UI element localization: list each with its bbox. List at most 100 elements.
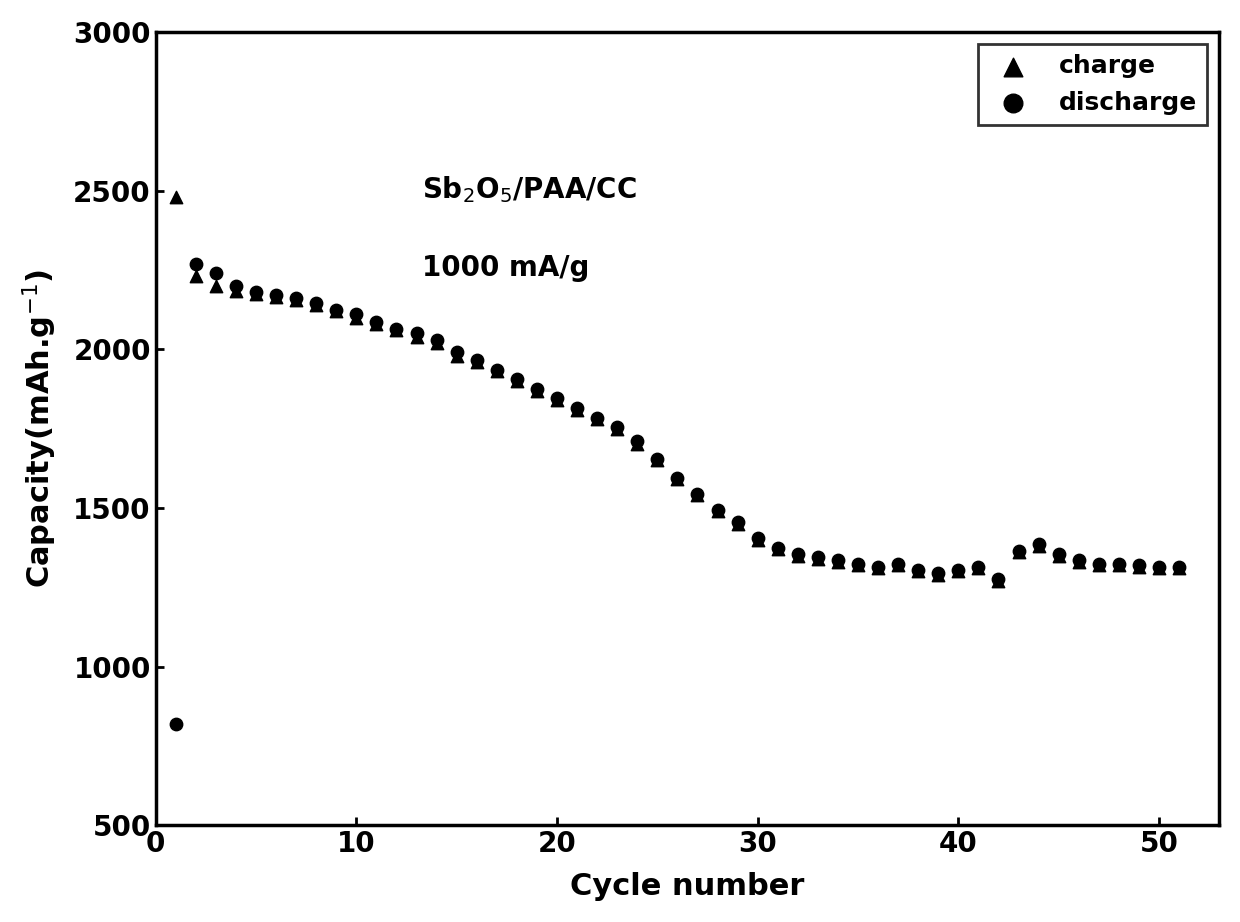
charge xyxy=(407,329,427,344)
charge xyxy=(367,316,387,331)
discharge xyxy=(186,256,206,271)
discharge xyxy=(1089,556,1109,571)
charge xyxy=(1109,558,1128,573)
discharge xyxy=(507,372,527,387)
charge xyxy=(968,561,988,575)
discharge xyxy=(286,291,306,306)
discharge xyxy=(1008,543,1028,558)
charge xyxy=(567,402,587,417)
charge xyxy=(1169,561,1189,575)
discharge xyxy=(166,716,186,731)
discharge xyxy=(1109,556,1128,571)
charge xyxy=(427,336,446,350)
charge xyxy=(828,554,848,569)
charge xyxy=(949,564,968,579)
discharge xyxy=(908,562,928,577)
charge xyxy=(848,558,868,573)
discharge xyxy=(367,315,387,330)
charge xyxy=(1149,561,1169,575)
charge xyxy=(768,542,787,557)
discharge xyxy=(988,572,1008,586)
discharge xyxy=(547,391,567,406)
charge xyxy=(1128,560,1148,574)
charge xyxy=(246,287,265,301)
discharge xyxy=(446,345,466,360)
charge xyxy=(588,412,608,427)
discharge xyxy=(1128,558,1148,573)
discharge xyxy=(647,452,667,467)
discharge xyxy=(608,420,627,434)
charge xyxy=(1008,545,1028,560)
charge xyxy=(627,437,647,452)
charge xyxy=(226,283,246,298)
charge xyxy=(1089,558,1109,573)
Legend: charge, discharge: charge, discharge xyxy=(978,44,1207,124)
charge xyxy=(748,532,768,547)
discharge xyxy=(246,285,265,300)
discharge xyxy=(627,434,647,449)
discharge xyxy=(1149,560,1169,574)
discharge xyxy=(427,332,446,347)
charge xyxy=(346,310,366,325)
discharge xyxy=(1049,547,1069,561)
charge xyxy=(487,364,507,379)
charge xyxy=(527,384,547,398)
charge xyxy=(547,393,567,408)
charge xyxy=(1049,549,1069,563)
discharge xyxy=(588,410,608,425)
discharge xyxy=(407,326,427,341)
discharge xyxy=(387,321,407,336)
discharge xyxy=(1169,560,1189,574)
charge xyxy=(728,516,748,531)
discharge xyxy=(787,547,807,561)
discharge xyxy=(968,560,988,574)
charge xyxy=(608,421,627,436)
discharge xyxy=(1069,553,1089,568)
Text: 1000 mA/g: 1000 mA/g xyxy=(422,254,589,282)
charge xyxy=(888,558,908,573)
discharge xyxy=(226,278,246,293)
charge xyxy=(306,298,326,313)
discharge xyxy=(206,266,226,280)
X-axis label: Cycle number: Cycle number xyxy=(570,872,805,901)
discharge xyxy=(346,307,366,322)
discharge xyxy=(768,540,787,555)
charge xyxy=(326,303,346,318)
charge xyxy=(868,561,888,575)
discharge xyxy=(888,556,908,571)
charge xyxy=(808,551,828,566)
discharge xyxy=(728,514,748,529)
charge xyxy=(166,190,186,205)
discharge xyxy=(667,470,687,485)
discharge xyxy=(848,556,868,571)
discharge xyxy=(567,401,587,416)
charge xyxy=(286,292,306,307)
charge xyxy=(908,564,928,579)
discharge xyxy=(306,296,326,311)
charge xyxy=(206,278,226,293)
charge xyxy=(929,567,949,582)
charge xyxy=(667,472,687,487)
charge xyxy=(387,323,407,337)
Y-axis label: Capacity(mAh.g$^{-1}$): Capacity(mAh.g$^{-1}$) xyxy=(21,269,60,588)
charge xyxy=(1069,554,1089,569)
charge xyxy=(186,269,206,284)
discharge xyxy=(487,362,507,377)
charge xyxy=(787,549,807,563)
discharge xyxy=(828,553,848,568)
charge xyxy=(687,488,707,502)
discharge xyxy=(748,531,768,546)
discharge xyxy=(687,486,707,501)
discharge xyxy=(708,502,728,517)
discharge xyxy=(326,302,346,317)
discharge xyxy=(267,288,286,302)
charge xyxy=(446,349,466,363)
charge xyxy=(507,373,527,388)
charge xyxy=(1029,538,1049,553)
charge xyxy=(647,453,667,467)
discharge xyxy=(466,353,486,368)
Text: Sb$_2$O$_5$/PAA/CC: Sb$_2$O$_5$/PAA/CC xyxy=(422,174,636,206)
charge xyxy=(708,503,728,518)
charge xyxy=(466,355,486,370)
discharge xyxy=(949,562,968,577)
